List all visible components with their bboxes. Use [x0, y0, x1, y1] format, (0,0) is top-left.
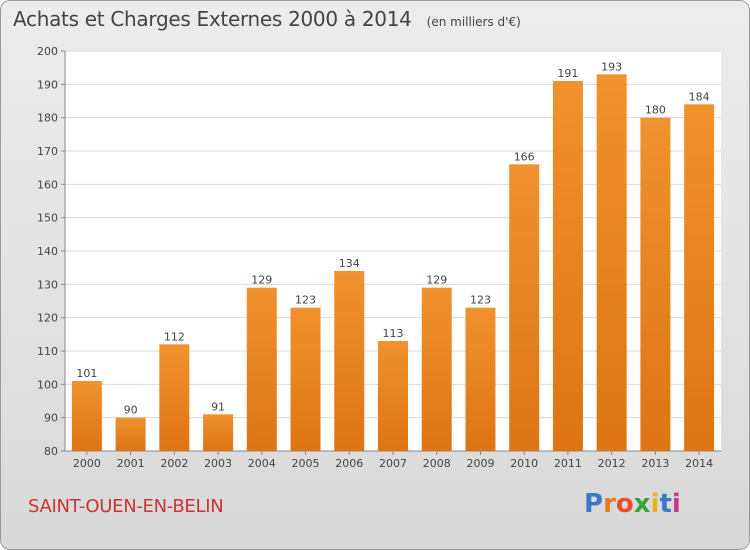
proxiti-logo: Proxiti [584, 489, 681, 519]
bar-value-label: 180 [645, 104, 666, 117]
bar-value-label: 129 [426, 274, 447, 287]
x-tick-label: 2007 [379, 457, 407, 470]
x-tick-label: 2005 [292, 457, 320, 470]
bar-value-label: 166 [514, 150, 535, 163]
x-tick-label: 2011 [554, 457, 582, 470]
bar [378, 341, 408, 451]
city-name: SAINT-OUEN-EN-BELIN [28, 496, 224, 517]
y-tick-label: 160 [37, 178, 58, 191]
y-tick-label: 120 [37, 312, 58, 325]
y-tick-label: 150 [37, 212, 58, 225]
bar [509, 164, 540, 452]
x-tick-label: 2010 [510, 457, 538, 470]
x-tick-label: 2009 [466, 457, 494, 470]
y-tick-label: 110 [37, 345, 58, 358]
bar [596, 74, 627, 451]
y-tick-label: 200 [37, 45, 58, 58]
logo-letter: r [603, 489, 616, 519]
x-tick-label: 2006 [335, 457, 363, 470]
bar [465, 307, 496, 451]
bar-value-label: 134 [339, 257, 360, 270]
bar [115, 417, 146, 451]
bar [334, 271, 365, 451]
y-tick-label: 100 [37, 378, 58, 391]
y-tick-label: 190 [37, 78, 58, 91]
bar-value-label: 91 [211, 400, 225, 413]
bar-value-label: 193 [601, 60, 622, 73]
x-tick-label: 2012 [598, 457, 626, 470]
bar-value-label: 101 [76, 367, 97, 380]
bar [421, 287, 452, 451]
x-tick-label: 2001 [117, 457, 145, 470]
bar-value-label: 90 [124, 404, 138, 417]
logo-letter: x [633, 489, 651, 519]
bar [159, 344, 190, 451]
bar-value-label: 129 [251, 274, 272, 287]
y-tick-label: 180 [37, 112, 58, 125]
bar-value-label: 112 [164, 330, 185, 343]
x-tick-label: 2003 [204, 457, 232, 470]
bar [71, 381, 102, 451]
bar [203, 414, 234, 451]
bar-value-label: 123 [295, 294, 316, 307]
x-tick-label: 2002 [160, 457, 188, 470]
bar-value-label: 191 [557, 67, 578, 80]
bar [640, 117, 671, 452]
x-tick-label: 2000 [73, 457, 101, 470]
bar-value-label: 184 [689, 90, 710, 103]
logo-letter: t [659, 489, 672, 519]
bar [552, 81, 583, 451]
bar-value-label: 113 [383, 327, 404, 340]
bar-value-label: 123 [470, 294, 491, 307]
chart-unit-text: (en milliers d'€) [426, 15, 521, 29]
chart-title: Achats et Charges Externes 2000 à 2014 (… [13, 7, 521, 31]
chart-title-text: Achats et Charges Externes 2000 à 2014 [13, 7, 412, 31]
x-tick-label: 2008 [423, 457, 451, 470]
y-tick-label: 80 [44, 445, 58, 458]
logo-letter: i [650, 489, 660, 519]
x-tick-label: 2014 [685, 457, 713, 470]
x-tick-label: 2004 [248, 457, 276, 470]
y-tick-label: 130 [37, 278, 58, 291]
logo-letter: P [584, 489, 604, 519]
bar [290, 307, 321, 451]
logo-letter: i [671, 489, 681, 519]
y-tick-label: 90 [44, 412, 58, 425]
x-tick-label: 2013 [641, 457, 669, 470]
y-tick-label: 140 [37, 245, 58, 258]
bar [246, 287, 277, 451]
y-tick-label: 170 [37, 145, 58, 158]
bar [684, 104, 715, 451]
logo-letter: o [615, 489, 634, 519]
